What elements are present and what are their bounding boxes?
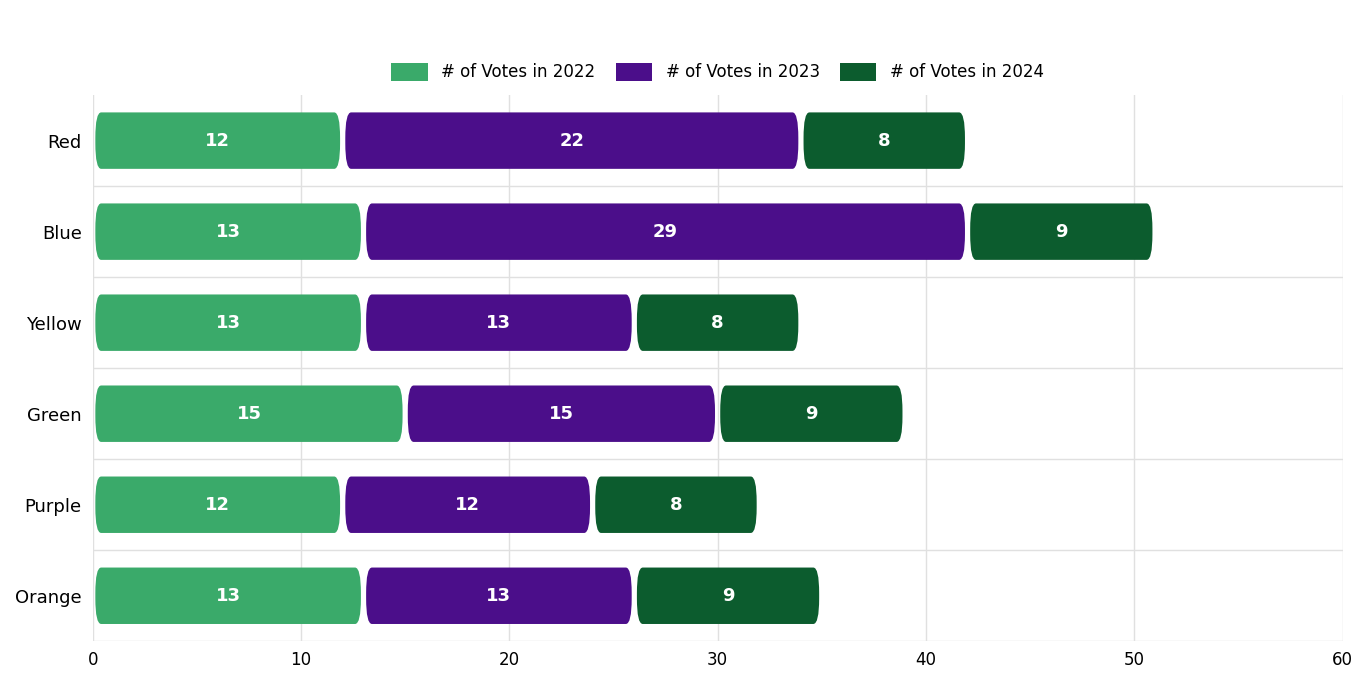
FancyBboxPatch shape: [96, 386, 402, 442]
Text: 9: 9: [806, 405, 818, 423]
Text: 8: 8: [670, 496, 683, 514]
FancyBboxPatch shape: [637, 294, 799, 351]
FancyBboxPatch shape: [595, 477, 757, 533]
Text: 13: 13: [487, 587, 512, 605]
FancyBboxPatch shape: [408, 386, 715, 442]
FancyBboxPatch shape: [96, 294, 361, 351]
FancyBboxPatch shape: [803, 112, 964, 169]
Text: 15: 15: [549, 405, 575, 423]
FancyBboxPatch shape: [345, 112, 799, 169]
FancyBboxPatch shape: [367, 294, 632, 351]
FancyBboxPatch shape: [96, 112, 341, 169]
Text: 13: 13: [216, 314, 241, 332]
Text: 22: 22: [560, 131, 584, 150]
Text: 29: 29: [653, 223, 679, 241]
FancyBboxPatch shape: [96, 568, 361, 624]
Text: 12: 12: [205, 496, 230, 514]
Text: 12: 12: [456, 496, 480, 514]
Text: 9: 9: [722, 587, 735, 605]
FancyBboxPatch shape: [637, 568, 819, 624]
FancyBboxPatch shape: [720, 386, 903, 442]
Text: 9: 9: [1055, 223, 1067, 241]
Text: 8: 8: [878, 131, 891, 150]
FancyBboxPatch shape: [367, 203, 964, 260]
Text: 13: 13: [487, 314, 512, 332]
Text: 13: 13: [216, 223, 241, 241]
Text: 15: 15: [237, 405, 261, 423]
FancyBboxPatch shape: [970, 203, 1152, 260]
Text: 8: 8: [711, 314, 724, 332]
Text: 13: 13: [216, 587, 241, 605]
Legend: # of Votes in 2022, # of Votes in 2023, # of Votes in 2024: # of Votes in 2022, # of Votes in 2023, …: [383, 54, 1052, 90]
FancyBboxPatch shape: [96, 203, 361, 260]
FancyBboxPatch shape: [96, 477, 341, 533]
FancyBboxPatch shape: [367, 568, 632, 624]
Text: 12: 12: [205, 131, 230, 150]
FancyBboxPatch shape: [345, 477, 590, 533]
